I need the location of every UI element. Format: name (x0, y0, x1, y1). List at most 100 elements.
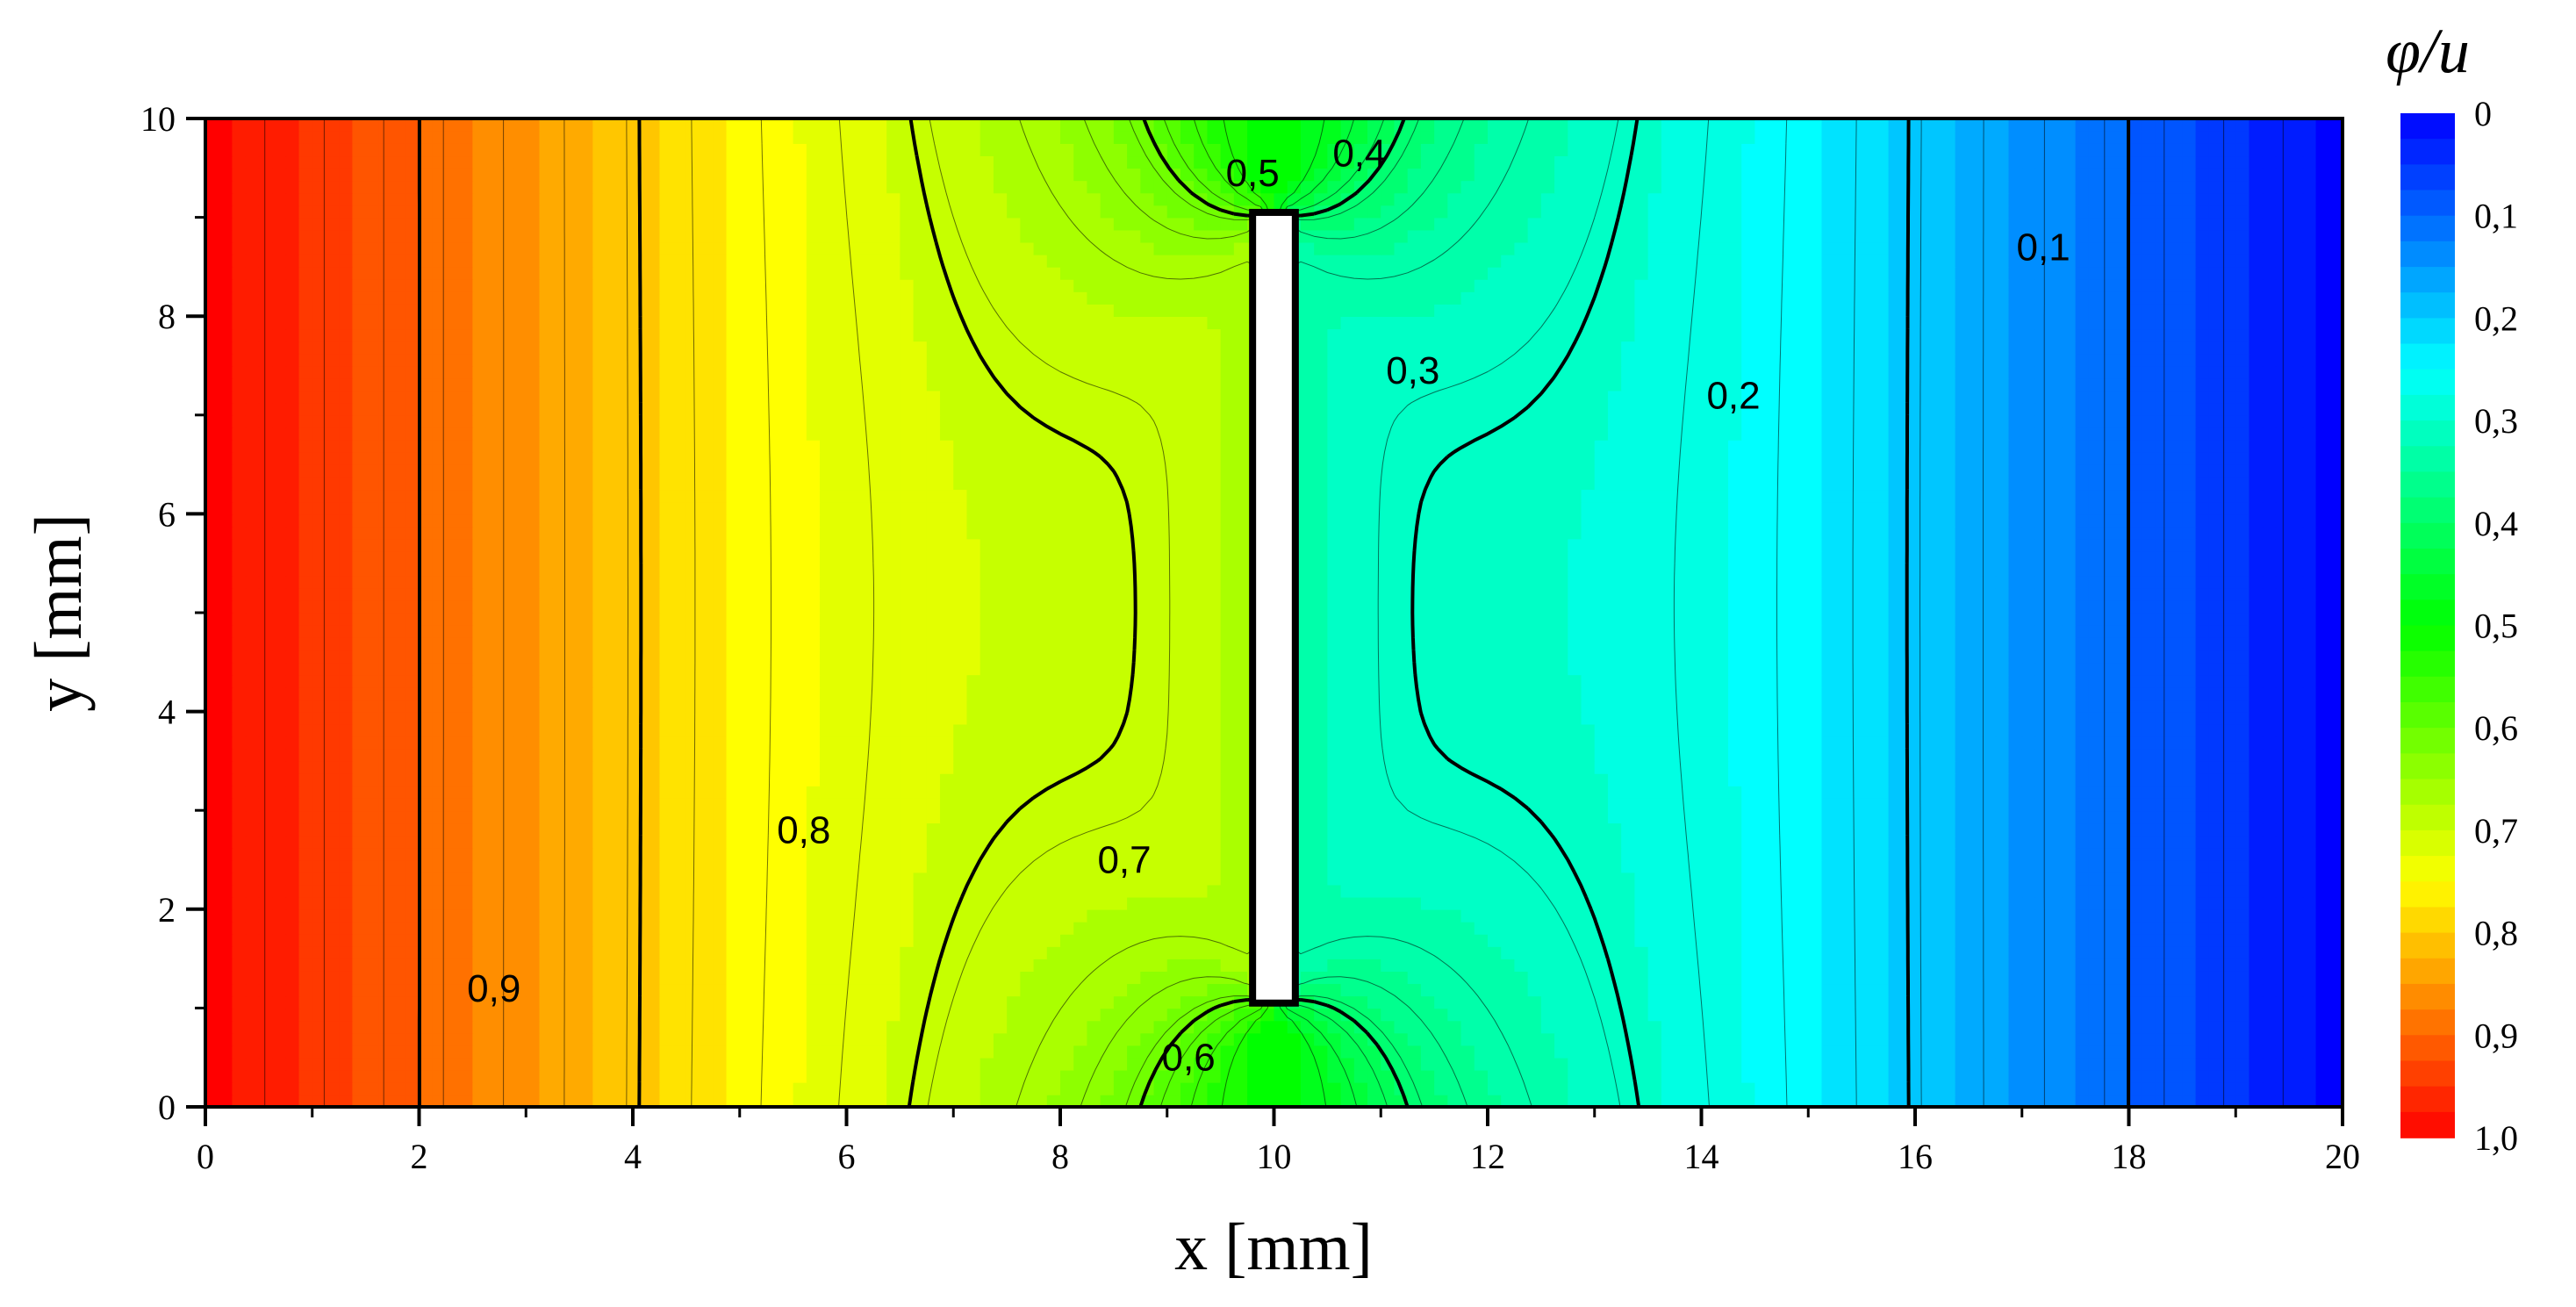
field-cell (1340, 772, 1355, 786)
field-cell (1060, 971, 1075, 985)
field-cell (2128, 1008, 2143, 1022)
field-cell (1995, 933, 2010, 947)
field-cell (685, 1069, 700, 1083)
field-cell (1754, 835, 1769, 849)
field-cell (445, 971, 460, 985)
field-cell (565, 736, 580, 750)
field-cell (539, 1008, 554, 1022)
field-cell (1568, 822, 1582, 837)
field-cell (2262, 847, 2277, 861)
field-cell (499, 798, 513, 812)
field-cell (1113, 971, 1128, 985)
field-cell (2062, 933, 2077, 947)
field-cell (1875, 847, 1890, 861)
field-cell (2034, 772, 2049, 786)
field-cell (1888, 959, 1903, 972)
field-cell (1073, 884, 1088, 898)
field-cell (1862, 983, 1876, 997)
field-cell (1808, 896, 1823, 910)
field-cell (205, 760, 220, 774)
field-cell (1394, 995, 1409, 1009)
field-cell (1447, 971, 1462, 985)
field-cell (1327, 1057, 1342, 1071)
field-cell (1888, 908, 1903, 923)
field-cell (2088, 847, 2103, 861)
field-cell (258, 748, 273, 762)
field-cell (1527, 748, 1542, 762)
field-cell (940, 748, 955, 762)
field-cell (886, 810, 901, 824)
field-cell (1353, 736, 1368, 750)
field-cell (1007, 921, 1022, 935)
field-cell (846, 1020, 861, 1034)
field-cell (1300, 760, 1315, 774)
field-cell (1327, 1081, 1342, 1095)
field-cell (1688, 723, 1703, 737)
field-cell (2315, 723, 2330, 737)
field-cell (1033, 971, 1048, 985)
field-cell (432, 835, 447, 849)
field-cell (2249, 1008, 2264, 1022)
field-cell (2289, 921, 2304, 935)
field-cell (1634, 822, 1649, 837)
field-cell (993, 1020, 1008, 1034)
field-cell (2062, 1032, 2077, 1046)
field-cell (1727, 1032, 1742, 1046)
field-cell (2155, 959, 2170, 972)
field-cell (392, 1057, 407, 1071)
field-cell (245, 1094, 260, 1107)
field-cell (685, 711, 700, 725)
field-cell (1033, 1008, 1048, 1022)
field-cell (1661, 1008, 1675, 1022)
field-cell (1540, 748, 1555, 762)
field-cell (1501, 723, 1516, 737)
field-cell (2021, 760, 2036, 774)
field-cell (619, 921, 634, 935)
field-cell (1862, 1069, 1876, 1083)
field-cell (833, 772, 848, 786)
field-cell (365, 1032, 380, 1046)
field-cell (592, 711, 607, 725)
field-cell (232, 1020, 247, 1034)
field-cell (2128, 810, 2143, 824)
field-cell (726, 1032, 741, 1046)
field-cell (739, 760, 754, 774)
field-cell (833, 995, 848, 1009)
field-cell (2075, 772, 2090, 786)
field-cell (325, 822, 340, 837)
field-cell (2182, 908, 2197, 923)
field-cell (1968, 1008, 1983, 1022)
field-cell (1714, 847, 1729, 861)
field-cell (806, 1020, 821, 1034)
field-cell (2155, 983, 2170, 997)
field-cell (1647, 835, 1662, 849)
field-cell (485, 1008, 500, 1022)
field-cell (1955, 1020, 1970, 1034)
field-cell (2008, 1020, 2023, 1034)
field-cell (1314, 1081, 1329, 1095)
field-cell (2182, 798, 2197, 812)
field-cell (1834, 1020, 1849, 1034)
field-cell (2208, 835, 2223, 849)
field-cell (1661, 1081, 1675, 1095)
field-cell (1420, 772, 1435, 786)
field-cell (1554, 872, 1569, 886)
field-cell (2034, 896, 2049, 910)
field-cell (325, 1032, 340, 1046)
field-cell (1394, 723, 1409, 737)
field-cell (766, 1081, 781, 1095)
field-cell (592, 736, 607, 750)
field-cell (2034, 1057, 2049, 1071)
field-cell (378, 1069, 393, 1083)
field-cell (1955, 786, 1970, 799)
field-cell (2049, 908, 2063, 923)
field-cell (2208, 946, 2223, 959)
field-cell (1207, 1081, 1222, 1095)
field-cell (846, 1081, 861, 1095)
field-cell (2034, 798, 2049, 812)
field-cell (1795, 872, 1810, 886)
field-cell (513, 1081, 527, 1095)
field-cell (2249, 859, 2264, 873)
field-cell (1127, 959, 1142, 972)
field-cell (2249, 959, 2264, 972)
